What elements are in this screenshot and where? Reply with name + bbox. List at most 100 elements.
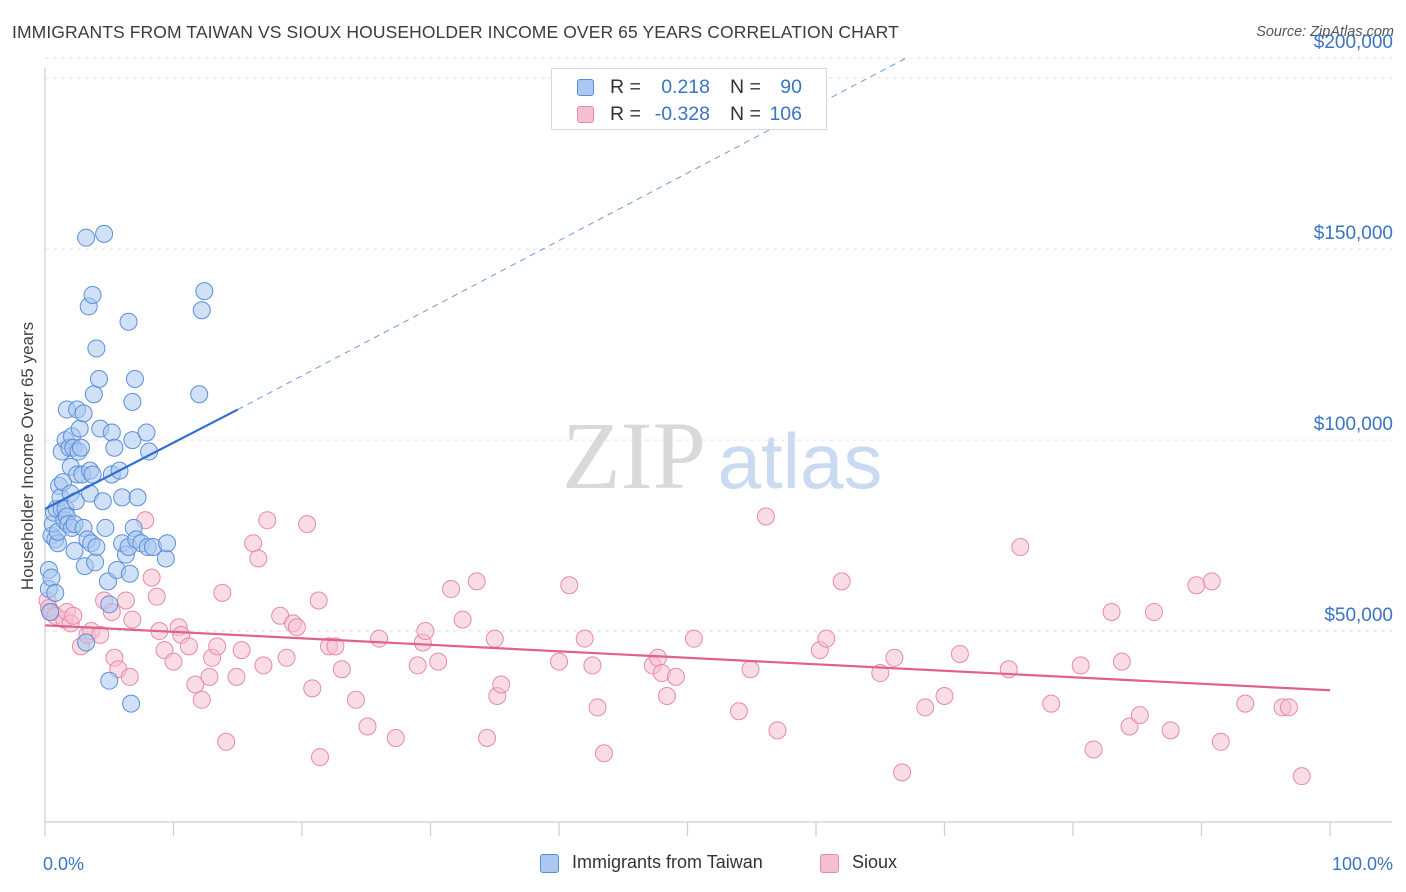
data-point-taiwan (46, 583, 65, 602)
data-point-sioux (142, 568, 161, 587)
data-point-taiwan (41, 602, 60, 621)
data-point-sioux (485, 629, 504, 648)
data-point-sioux (303, 679, 322, 698)
data-point-taiwan (100, 671, 119, 690)
data-point-sioux (893, 763, 912, 782)
axes (44, 68, 1392, 836)
data-point-sioux (817, 629, 836, 648)
data-point-sioux (310, 748, 329, 767)
data-point-sioux (186, 675, 205, 694)
data-point-sioux (208, 637, 227, 656)
x-tick-label: 100.0% (1332, 854, 1393, 874)
data-point-sioux (429, 652, 448, 671)
data-point-taiwan (42, 568, 61, 587)
data-point-taiwan (87, 538, 106, 557)
data-point-sioux (147, 587, 166, 606)
data-point-taiwan (120, 564, 139, 583)
source-label: Source: ZipAtlas.com (1256, 24, 1394, 40)
data-point-taiwan (96, 518, 115, 537)
data-point-sioux (200, 667, 219, 686)
data-point-sioux (1279, 698, 1298, 717)
data-point-sioux (1144, 602, 1163, 621)
data-point-sioux (478, 728, 497, 747)
n-label: N = (730, 103, 761, 125)
data-point-sioux (575, 629, 594, 648)
y-tick-label: $200,000 (1314, 32, 1393, 53)
data-point-sioux (358, 717, 377, 736)
data-point-sioux (91, 625, 110, 644)
data-point-sioux (213, 583, 232, 602)
data-point-sioux (123, 610, 142, 629)
data-point-sioux (298, 515, 317, 534)
data-point-sioux (832, 572, 851, 591)
data-point-sioux (179, 637, 198, 656)
data-point-sioux (217, 732, 236, 751)
legend-row-sioux: R = -0.328 N = 106 (552, 102, 826, 128)
data-point-taiwan (113, 488, 132, 507)
legend-label-taiwan: Immigrants from Taiwan (572, 852, 763, 872)
data-point-taiwan (77, 228, 96, 247)
data-point-sioux (492, 675, 511, 694)
n-value: 106 (769, 103, 802, 125)
data-point-sioux (287, 618, 306, 637)
watermark-zip: ZIP (562, 402, 706, 509)
chart-title: IMMIGRANTS FROM TAIWAN VS SIOUX HOUSEHOL… (12, 22, 899, 42)
data-point-taiwan (125, 369, 144, 388)
n-value: 90 (780, 76, 802, 98)
data-point-sioux (666, 667, 685, 686)
data-point-sioux (950, 644, 969, 663)
data-point-taiwan (86, 553, 105, 572)
data-point-sioux (550, 652, 568, 671)
data-point-sioux (588, 698, 607, 717)
data-point-sioux (116, 591, 135, 610)
data-point-sioux (244, 534, 263, 553)
data-point-sioux (249, 549, 268, 568)
data-point-sioux (916, 698, 935, 717)
data-point-taiwan (100, 595, 119, 614)
data-point-sioux (648, 648, 667, 667)
taiwan-swatch (577, 79, 594, 96)
data-point-sioux (768, 721, 787, 740)
legend-row-taiwan: R = 0.218 N = 90 (552, 75, 826, 101)
data-point-taiwan (158, 534, 177, 553)
data-point-taiwan (128, 488, 147, 507)
data-point-sioux (935, 686, 954, 705)
data-point-sioux (1236, 694, 1255, 713)
data-point-sioux (164, 652, 183, 671)
data-point-sioux (467, 572, 486, 591)
data-point-sioux (1130, 706, 1149, 725)
trend-line-sioux (44, 624, 1331, 692)
data-point-sioux (756, 507, 775, 526)
data-point-taiwan (83, 465, 102, 484)
r-label: R = (610, 103, 641, 125)
data-point-sioux (1042, 694, 1061, 713)
data-point-sioux (1084, 740, 1103, 759)
data-point-taiwan (87, 339, 106, 358)
data-point-taiwan (195, 282, 214, 301)
data-point-taiwan (89, 369, 108, 388)
data-point-sioux (594, 744, 613, 763)
series-sioux-points (38, 507, 1311, 786)
data-point-taiwan (84, 385, 103, 404)
taiwan-legend-swatch (540, 854, 559, 873)
data-point-taiwan (123, 431, 142, 450)
data-point-sioux (1120, 717, 1139, 736)
data-point-sioux (326, 637, 345, 656)
y-tick-label: $50,000 (1324, 605, 1393, 626)
data-point-sioux (370, 629, 389, 648)
data-point-taiwan (190, 385, 209, 404)
y-tick-label: $150,000 (1314, 223, 1393, 244)
data-point-taiwan (65, 541, 84, 560)
data-point-sioux (192, 690, 211, 709)
sioux-swatch (577, 106, 594, 123)
r-value: -0.328 (654, 103, 710, 125)
data-point-sioux (1071, 656, 1090, 675)
n-label: N = (730, 76, 761, 98)
data-point-sioux (729, 702, 748, 721)
data-point-sioux (1112, 652, 1131, 671)
data-point-taiwan (70, 419, 89, 438)
data-point-sioux (258, 511, 277, 530)
data-point-sioux (120, 667, 139, 686)
series-legend: Immigrants from Taiwan Sioux (0, 852, 1406, 876)
